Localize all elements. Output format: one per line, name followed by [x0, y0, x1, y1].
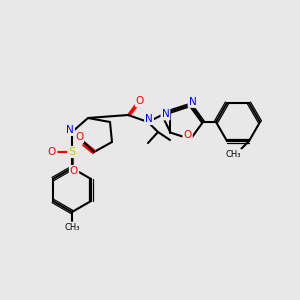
Text: O: O — [48, 147, 56, 157]
Text: O: O — [70, 166, 78, 176]
Text: S: S — [68, 147, 76, 157]
Text: N: N — [162, 110, 169, 119]
Text: CH₃: CH₃ — [64, 223, 80, 232]
Text: N: N — [189, 97, 196, 107]
Text: N: N — [145, 114, 153, 124]
Text: N: N — [66, 125, 74, 135]
Text: CH₃: CH₃ — [225, 150, 241, 159]
Text: O: O — [75, 132, 83, 142]
Text: O: O — [136, 96, 144, 106]
Text: O: O — [183, 130, 192, 140]
